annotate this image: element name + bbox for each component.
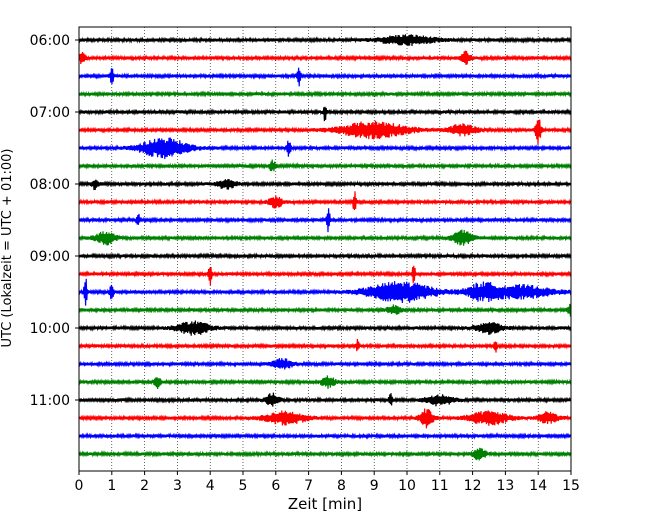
x-tick-label: 12 [464,478,482,494]
trace-1030 [78,358,572,370]
trace-0700 [78,106,572,122]
x-axis-label: Zeit [min] [288,495,362,513]
x-tick-label: 3 [173,478,182,494]
y-tick-label: 06:00 [30,33,70,49]
trace-1145 [78,447,572,461]
trace-0615 [78,50,572,66]
trace-0845 [78,229,572,246]
x-tick-label: 15 [562,478,580,494]
trace-0815 [78,191,572,211]
x-tick-label: 2 [140,478,149,494]
trace-1045 [78,375,572,390]
trace-0645 [78,90,572,98]
y-tick-label: 08:00 [30,177,70,193]
x-tick-label: 10 [398,478,416,494]
y-tick-label: 07:00 [30,105,70,121]
x-tick-label: 6 [271,478,280,494]
trace-0945 [78,303,572,317]
x-tick-label: 11 [431,478,449,494]
trace-0600 [78,34,572,46]
trace-0915 [78,265,572,286]
trace-0715 [78,119,572,145]
trace-1000 [78,320,572,336]
y-tick-label: 09:00 [30,249,70,265]
x-tick-label: 1 [107,478,116,494]
trace-0630 [78,67,572,87]
trace-1100 [78,392,572,407]
trace-0830 [78,208,572,233]
trace-0900 [78,252,572,260]
y-axis-label: UTC (Lokalzeit = UTC + 01:00) [0,149,15,348]
trace-1015 [78,338,572,353]
x-tick-label: 7 [304,478,313,494]
axis-layer: 0 1 2 3 4 5 6 7 8 9 10 11 12 13 14 1506:0007:0008:0009:… [30,33,580,494]
x-tick-label: 5 [239,478,248,494]
y-tick-label: 11:00 [30,393,70,409]
trace-0745 [78,159,572,172]
plot-area [79,27,571,471]
x-tick-label: 9 [370,478,379,494]
trace-1115 [78,408,572,429]
trace-layer [78,34,572,461]
trace-1130 [78,432,572,440]
y-tick-label: 10:00 [30,321,70,337]
x-tick-label: 4 [206,478,215,494]
x-tick-label: 8 [337,478,346,494]
trace-0800 [78,178,572,191]
plot-frame [78,26,572,472]
x-tick-label: 0 [75,478,84,494]
trace-0930 [78,278,572,306]
x-tick-label: 13 [496,478,514,494]
trace-0730 [78,137,572,160]
x-tick-label: 14 [529,478,547,494]
